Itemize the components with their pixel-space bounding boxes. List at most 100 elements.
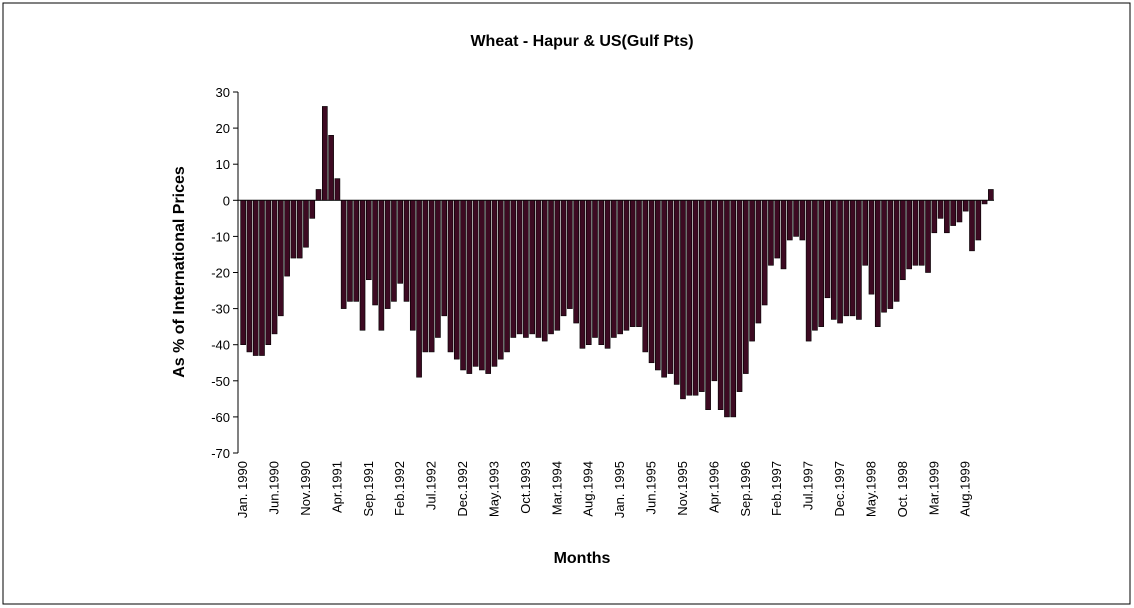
bar <box>598 200 605 345</box>
bar <box>742 200 749 374</box>
bar <box>290 200 297 259</box>
bar <box>629 200 636 327</box>
bar <box>717 200 724 410</box>
x-tick-label: Feb.1997 <box>769 461 784 516</box>
y-tick-label: -60 <box>211 410 230 425</box>
bar <box>309 200 316 219</box>
bar <box>642 200 649 353</box>
bar <box>673 200 680 385</box>
bar <box>843 200 850 317</box>
bar <box>466 200 473 374</box>
bar <box>378 200 385 331</box>
y-tick-label: 10 <box>216 157 230 172</box>
x-tick-label: Dec.1997 <box>832 461 847 517</box>
y-tick-label: -10 <box>211 229 230 244</box>
bar <box>761 200 768 306</box>
bar <box>768 200 774 266</box>
x-tick-label: May.1998 <box>863 461 878 517</box>
bar <box>567 200 573 309</box>
bar <box>786 200 793 241</box>
bar <box>252 200 259 356</box>
x-tick-label: Jun.1990 <box>267 461 282 515</box>
bar <box>856 200 862 320</box>
bar <box>799 200 806 241</box>
bar <box>460 200 466 371</box>
x-tick-label: Jan. 1995 <box>612 461 627 518</box>
bar <box>472 200 479 367</box>
bar <box>504 200 510 353</box>
bar <box>686 200 693 396</box>
bar <box>397 200 404 284</box>
bar <box>409 200 416 331</box>
bar <box>372 200 378 306</box>
y-tick-label: -30 <box>211 302 230 317</box>
bar <box>353 200 360 302</box>
bar <box>937 200 944 219</box>
bar <box>906 200 912 270</box>
x-tick-label: Aug.1994 <box>581 461 596 517</box>
bar <box>981 200 988 205</box>
bar <box>655 200 661 371</box>
bar <box>259 200 265 356</box>
bar <box>931 200 938 234</box>
bar <box>604 200 611 349</box>
bar <box>812 200 818 331</box>
bar <box>780 200 787 270</box>
bar <box>592 200 598 338</box>
bar <box>837 200 843 324</box>
bar <box>636 200 642 327</box>
bar <box>585 200 592 345</box>
bar <box>359 200 366 331</box>
x-tick-label: Jul.1992 <box>424 461 439 510</box>
bar <box>529 200 535 335</box>
bar <box>447 200 454 353</box>
bar <box>988 189 994 201</box>
bar <box>516 200 523 335</box>
bar <box>403 200 410 302</box>
bar <box>623 200 630 331</box>
bar <box>422 200 429 353</box>
bar <box>328 135 334 201</box>
bar <box>661 200 667 378</box>
bar <box>284 200 290 277</box>
bar <box>969 200 975 252</box>
y-tick-label: 0 <box>223 193 230 208</box>
bar <box>554 200 561 331</box>
bar <box>793 200 799 237</box>
bar <box>774 200 781 259</box>
y-tick-label: -40 <box>211 338 230 353</box>
bar <box>711 200 718 382</box>
x-tick-label: Sep.1996 <box>738 461 753 517</box>
bar <box>918 200 925 266</box>
bar <box>428 200 435 353</box>
bar <box>868 200 875 295</box>
bar <box>560 200 567 317</box>
y-tick-label: -50 <box>211 374 230 389</box>
bar <box>881 200 887 313</box>
x-tick-label: Jul.1997 <box>801 461 816 510</box>
bar <box>887 200 894 309</box>
y-tick-label: 30 <box>216 85 230 100</box>
bar <box>240 200 246 345</box>
bar <box>862 200 869 266</box>
bar <box>648 200 655 364</box>
x-tick-label: Nov.1995 <box>675 461 690 516</box>
bar <box>535 200 542 338</box>
x-tick-label: Apr.1996 <box>706 461 721 513</box>
bar <box>699 200 705 392</box>
bar <box>755 200 762 324</box>
bar <box>730 200 737 418</box>
bar <box>874 200 881 327</box>
bar <box>667 200 674 374</box>
bar <box>497 200 504 360</box>
bar <box>849 200 856 317</box>
bar <box>441 200 448 317</box>
x-axis-label: Months <box>554 550 611 567</box>
bar <box>485 200 492 374</box>
bar <box>893 200 900 302</box>
bar <box>365 200 372 281</box>
bar <box>724 200 730 418</box>
bar <box>912 200 919 266</box>
bar <box>278 200 284 317</box>
